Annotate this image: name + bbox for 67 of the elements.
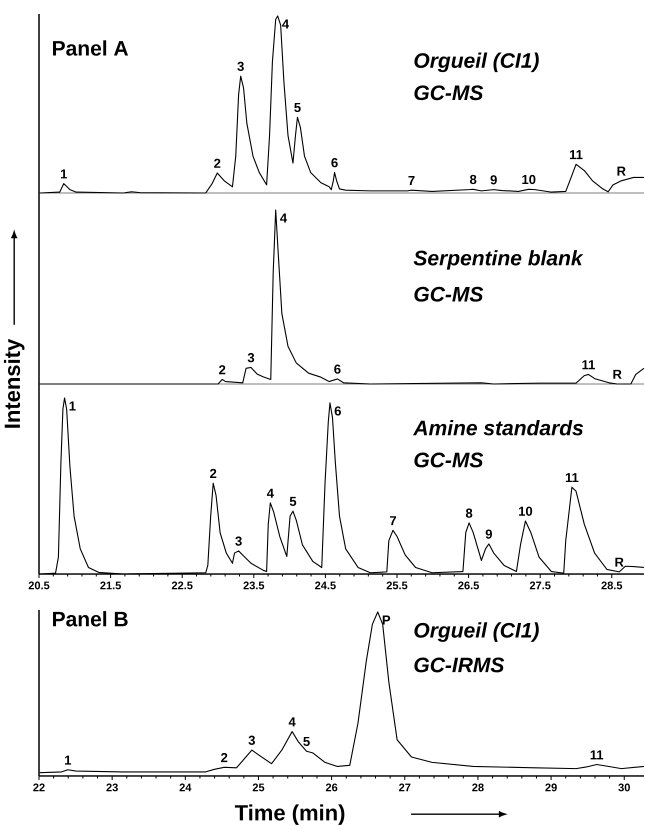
text: Amine standards [413,420,584,436]
x-tick-label: 27 [399,784,411,792]
annotation: P [382,616,390,624]
annotation: Panel A [53,40,128,56]
annotation: 3 [248,736,256,745]
text: GC-MS [414,286,484,302]
annotation: 2 [210,468,216,478]
annotation: 2 [221,753,228,762]
x-tick-label: 24 [180,784,192,792]
x-tick-label: 30 [618,784,630,792]
x-tick-label: 27.5 [530,582,551,590]
annotation: 5 [294,102,301,112]
annotation: 9 [490,175,497,184]
annotation: Panel B [53,611,128,626]
annotation: 6 [334,364,341,374]
annotation: 6 [334,406,342,416]
annotation: 1 [65,756,72,765]
annotation: R [614,370,622,379]
annotation: 10 [519,506,532,516]
chart-title: Orgueil (CI1) [414,622,539,642]
text: GC-MS [414,85,484,100]
annotation: 3 [248,353,254,362]
annotation: R [618,166,626,176]
annotation: 11 [590,750,604,760]
annotation: 10 [522,174,536,184]
annotation: 9 [486,529,492,539]
annotation: 1 [61,169,68,178]
x-tick-label: 22 [33,784,45,792]
annotation: 6 [332,158,338,168]
text: Serpentine blank [414,250,584,270]
text: GC-IRMS [414,658,504,672]
x-tick-label: 24.5 [315,582,336,590]
annotation: 11 [582,360,596,370]
x-tick-label: 21.5 [100,582,122,590]
x-axis-title: Time (min) [235,804,344,825]
y-axis-title: Intensity [4,338,25,428]
annotation: 1 [70,402,76,410]
annotation: 5 [303,736,310,746]
annotation: 8 [470,174,477,184]
annotation: 4 [288,717,296,726]
annotation: 4 [282,20,290,28]
annotation: 2 [214,158,220,168]
annotation: 8 [466,508,472,518]
annotation: R [616,558,624,567]
x-tick-label: 20.5 [28,582,50,590]
x-tick-label: 28.5 [602,582,622,590]
annotation: 4 [280,214,288,222]
x-tick-label: 29 [545,784,557,792]
annotation: 2 [219,365,226,374]
x-tick-label: 26 [326,784,338,792]
annotation: 3 [235,536,242,546]
text: Orgueil (CI1) [414,52,539,72]
annotation: 5 [290,496,296,506]
x-tick-label: 28 [472,784,484,792]
annotation: 7 [390,516,396,526]
annotation: 3 [237,62,244,71]
x-tick-label: 25 [252,784,264,792]
x-tick-label: 23.5 [244,582,264,590]
annotation: 7 [408,176,415,185]
x-tick-label: 22.5 [172,582,193,590]
x-tick-label: 25.5 [386,582,408,590]
text: GC-MS [414,452,484,468]
x-tick-label: 23 [106,784,118,792]
annotation: 11 [570,150,583,160]
annotation: 4 [267,488,274,498]
annotation: 11 [566,473,579,482]
x-tick-label: 26.5 [458,582,480,590]
